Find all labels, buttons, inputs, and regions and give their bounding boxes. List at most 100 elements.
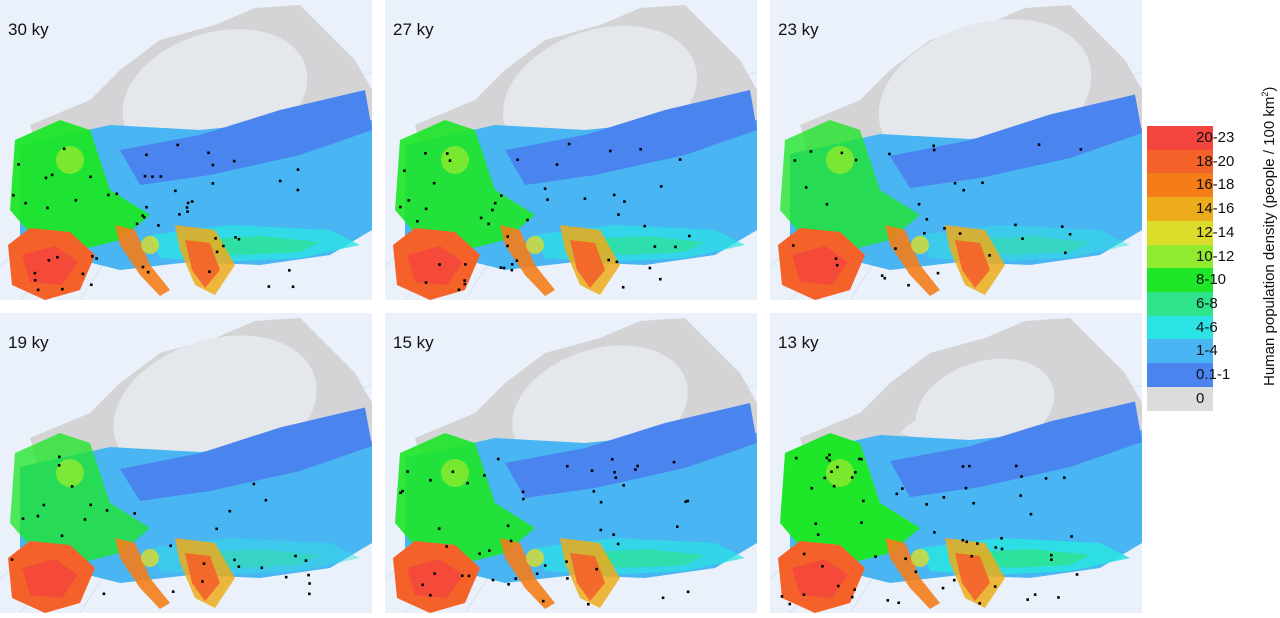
density-zone-20-23: [407, 246, 463, 285]
site-marker: [661, 596, 665, 600]
site-marker: [615, 260, 619, 264]
site-marker: [883, 276, 887, 280]
site-marker: [284, 575, 288, 579]
density-zone-8-10: [780, 433, 920, 563]
site-marker: [895, 492, 899, 496]
site-marker: [399, 491, 402, 495]
density-zone-8-10: [10, 433, 150, 563]
site-marker: [622, 484, 625, 487]
site-marker: [102, 592, 106, 596]
site-marker: [142, 215, 146, 219]
density-zone-18-20: [955, 240, 990, 288]
site-marker: [565, 464, 569, 468]
site-marker: [232, 159, 236, 163]
legend-item: 16-18: [1147, 173, 1234, 198]
density-zone-8-10: [10, 120, 150, 250]
site-marker: [958, 232, 962, 235]
site-marker: [942, 495, 946, 499]
site-marker: [659, 185, 663, 188]
site-marker: [816, 533, 820, 536]
site-marker: [401, 489, 405, 493]
legend-label: 14-16: [1196, 200, 1235, 218]
site-marker: [828, 459, 831, 462]
site-marker: [17, 163, 20, 166]
site-marker: [506, 244, 509, 248]
site-marker: [493, 201, 497, 205]
site-marker: [595, 567, 598, 571]
site-marker: [514, 577, 518, 580]
site-marker: [61, 287, 64, 291]
site-marker: [478, 552, 481, 556]
ice-sheet: [515, 104, 575, 126]
site-marker: [463, 279, 466, 282]
site-marker: [416, 219, 419, 223]
site-marker: [304, 559, 308, 562]
site-marker: [592, 490, 596, 493]
legend-swatch: [1147, 244, 1213, 269]
legend-label: 20-23: [1196, 129, 1235, 146]
site-marker: [186, 201, 190, 205]
site-marker: [874, 555, 877, 558]
site-marker: [854, 158, 858, 162]
site-marker: [617, 213, 620, 216]
site-marker: [159, 175, 163, 178]
site-marker: [202, 562, 206, 565]
site-marker: [432, 181, 436, 185]
site-marker: [658, 277, 662, 281]
site-marker: [44, 176, 48, 180]
legend-title-end: ): [1261, 86, 1278, 92]
density-zone-10-12: [826, 459, 854, 487]
density-zone-8-10: [780, 120, 920, 250]
site-marker: [888, 152, 891, 156]
density-zone-12-14: [141, 549, 159, 567]
ice-sheet: [130, 417, 190, 439]
site-marker: [794, 456, 798, 460]
density-zone-16-18: [500, 225, 555, 296]
legend-swatch: [1147, 339, 1213, 364]
site-marker: [521, 490, 525, 494]
site-marker: [91, 254, 94, 258]
site-marker: [483, 474, 486, 477]
site-marker: [145, 205, 148, 209]
site-marker: [1063, 476, 1066, 480]
site-marker: [445, 545, 449, 548]
site-marker: [421, 583, 425, 587]
site-marker: [89, 503, 93, 507]
legend-swatch: [1147, 173, 1213, 198]
site-marker: [424, 151, 427, 155]
site-marker: [854, 470, 857, 474]
site-marker: [936, 271, 940, 275]
map-panel-30ky: 30 ky: [0, 0, 372, 300]
site-marker: [791, 244, 795, 247]
site-marker: [609, 149, 612, 153]
site-marker: [932, 148, 936, 152]
panel-label: 23 ky: [778, 20, 819, 39]
density-zone-10-12: [56, 146, 84, 174]
site-marker: [516, 158, 519, 162]
site-marker: [1050, 558, 1053, 562]
legend-swatch: [1147, 220, 1213, 245]
legend-label: 16-18: [1196, 176, 1235, 194]
site-marker: [115, 192, 119, 196]
density-zone-18-20: [185, 553, 220, 601]
legend-item: 20-23: [1147, 126, 1234, 150]
density-zone-0.1-1: [890, 94, 1142, 188]
site-marker: [616, 542, 620, 546]
density-zone-20-23: [407, 559, 463, 598]
site-marker: [89, 175, 92, 179]
legend-swatch: [1147, 197, 1213, 222]
site-marker: [1014, 464, 1018, 468]
site-marker: [294, 554, 297, 558]
site-marker: [36, 514, 40, 518]
legend-swatch: [1147, 126, 1213, 150]
map-svg: [770, 318, 1142, 613]
legend-item: 10-12: [1147, 244, 1234, 269]
site-marker: [599, 500, 603, 504]
site-marker: [964, 486, 968, 490]
density-zone-18-20: [570, 553, 605, 601]
density-zone-18-20: [185, 240, 220, 288]
site-marker: [424, 207, 428, 211]
site-marker: [543, 187, 547, 190]
site-marker: [860, 521, 863, 524]
site-marker: [135, 222, 139, 226]
